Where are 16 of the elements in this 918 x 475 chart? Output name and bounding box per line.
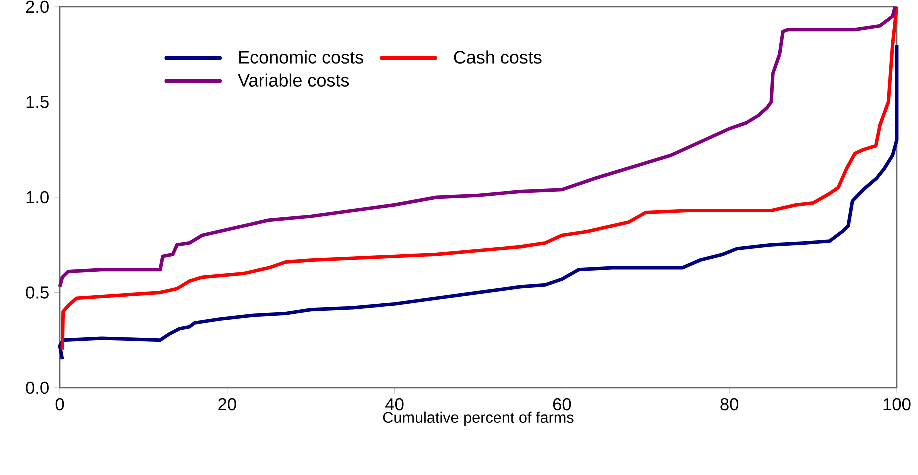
x-tick-label: 60 (553, 398, 572, 411)
x-tick-label: 40 (386, 398, 404, 411)
line-series (58, 5, 898, 289)
legend-label: Economic costs (240, 50, 364, 64)
x-tick-label: 20 (218, 398, 236, 411)
x-tick-label: 100 (884, 398, 911, 411)
y-tick-label: 1.0 (26, 191, 49, 204)
x-axis-title: Cumulative percent of farms (383, 412, 574, 426)
y-tick-label: 1.5 (26, 96, 49, 108)
x-tick-label: 0 (56, 398, 64, 411)
y-tick-label: 2.0 (26, 0, 49, 14)
legend-label: Cash costs (454, 50, 542, 64)
x-tick-label: 80 (720, 398, 739, 411)
y-tick-label: 0.0 (26, 382, 49, 394)
legend-label: Variable costs (238, 74, 350, 87)
y-tick-label: 0.5 (26, 286, 49, 299)
